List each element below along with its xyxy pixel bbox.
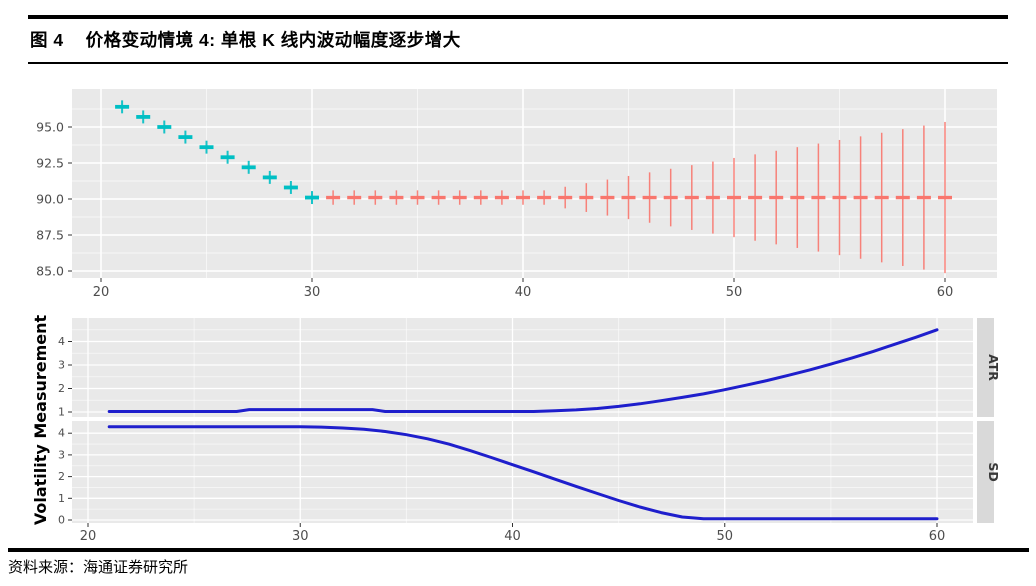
candlestick-bar <box>368 190 383 205</box>
atr-y-tick-label: 3 <box>58 359 65 372</box>
candlestick-bar <box>874 132 889 263</box>
price-x-tick-label: 50 <box>726 285 743 300</box>
sd-y-tick-label: 4 <box>58 427 65 440</box>
atr-strip-label: ATR <box>986 354 1001 381</box>
candlestick-bar <box>705 161 720 234</box>
price-x-tick-label: 40 <box>515 285 532 300</box>
candlestick-bar <box>136 110 151 124</box>
sd-y-tick-label: 3 <box>58 448 65 461</box>
candlestick-bar <box>938 121 952 274</box>
candlestick-bar <box>579 183 594 212</box>
figure-title-text: 价格变动情境 4: 单根 K 线内波动幅度逐步增大 <box>85 30 461 50</box>
price-x-tick-label: 30 <box>304 285 321 300</box>
candlestick-bar <box>431 190 446 205</box>
sd-y-tick-label: 2 <box>58 470 65 483</box>
volatility-x-tick-label: 50 <box>716 529 733 544</box>
candlestick-bar <box>790 147 805 248</box>
sd-strip <box>977 421 994 523</box>
candlestick-bar <box>473 190 488 205</box>
sd-line <box>107 425 939 521</box>
volatility-facet-chart: 1 2 3 4 ATR 0 1 2 3 4 SD 20 30 40 50 60 Volatility Measu… <box>31 314 1001 544</box>
volatility-x-tick-label: 20 <box>80 529 97 544</box>
atr-line <box>107 328 939 413</box>
candlestick-bar <box>895 129 910 266</box>
sd-y-tick-label: 0 <box>58 514 65 527</box>
candlestick-bar <box>241 160 256 174</box>
candlestick-bar <box>558 186 573 209</box>
volatility-x-tick-label: 30 <box>292 529 309 544</box>
price-x-tick-label: 20 <box>93 285 110 300</box>
price-chart-panel: 85.0 87.5 90.0 92.5 95.0 20 30 40 50 60 <box>36 89 997 300</box>
atr-y-tick-label: 2 <box>58 382 65 395</box>
candlestick-bar <box>600 179 615 216</box>
atr-y-tick-label: 1 <box>58 406 65 419</box>
candlestick-bar <box>220 150 235 164</box>
volatility-y-axis-label: Volatility Measurement <box>31 314 50 525</box>
title-underline-rule <box>28 62 1008 64</box>
figure-title: 图 4 价格变动情境 4: 单根 K 线内波动幅度逐步增大 <box>30 27 461 52</box>
candlestick-bar <box>283 181 298 194</box>
candlestick-bar <box>769 150 784 245</box>
candlestick-bar <box>811 143 826 252</box>
candlestick-bar <box>516 190 530 205</box>
price-y-tick-label: 85.0 <box>36 264 64 279</box>
source-note: 资料来源：海通证券研究所 <box>8 560 189 576</box>
candlestick-bar <box>537 190 552 205</box>
bottom-rule <box>8 548 1029 552</box>
candlestick-bar <box>832 139 847 256</box>
candlestick-bar <box>452 190 467 205</box>
candlestick-bar <box>157 120 172 134</box>
candlestick-bar <box>262 170 277 184</box>
price-y-tick-label: 87.5 <box>36 228 64 243</box>
candlestick-bar <box>621 175 636 220</box>
candlestick-bar <box>684 165 699 230</box>
volatility-x-tick-label: 60 <box>929 529 946 544</box>
candlestick-bar <box>727 157 741 238</box>
top-rule <box>28 15 1008 19</box>
candlestick-bar <box>663 168 678 227</box>
atr-facet-panel: 1 2 3 4 ATR <box>58 318 1001 419</box>
candlestick-bar <box>199 140 214 154</box>
candlestick-bar <box>494 190 509 205</box>
candlestick-bar <box>305 191 319 205</box>
candlestick-bar <box>642 172 657 223</box>
candlestick-bar <box>410 190 425 205</box>
price-x-tick-label: 60 <box>937 285 954 300</box>
price-y-tick-label: 95.0 <box>36 120 64 135</box>
candlestick-bar <box>853 136 868 259</box>
price-y-tick-label: 92.5 <box>36 156 64 171</box>
atr-y-tick-label: 4 <box>58 335 65 348</box>
candlestick-bar <box>389 190 404 205</box>
candlestick-bar <box>115 100 130 114</box>
candlestick-bar <box>347 190 362 205</box>
price-y-tick-label: 90.0 <box>36 192 64 207</box>
series-flat-price-expanding-range-phase <box>326 121 952 274</box>
candlestick-bar <box>326 190 341 205</box>
candlestick-bar <box>178 130 193 144</box>
atr-strip <box>977 318 994 417</box>
sd-y-tick-label: 1 <box>58 492 65 505</box>
figure-number-label: 图 4 <box>30 30 64 50</box>
volatility-x-tick-label: 40 <box>504 529 521 544</box>
candlestick-bar <box>748 154 763 241</box>
sd-facet-panel: 0 1 2 3 4 SD <box>58 421 1001 527</box>
sd-strip-label: SD <box>986 462 1001 481</box>
series-declining-price-phase <box>115 100 319 205</box>
candlestick-bar <box>916 125 931 270</box>
